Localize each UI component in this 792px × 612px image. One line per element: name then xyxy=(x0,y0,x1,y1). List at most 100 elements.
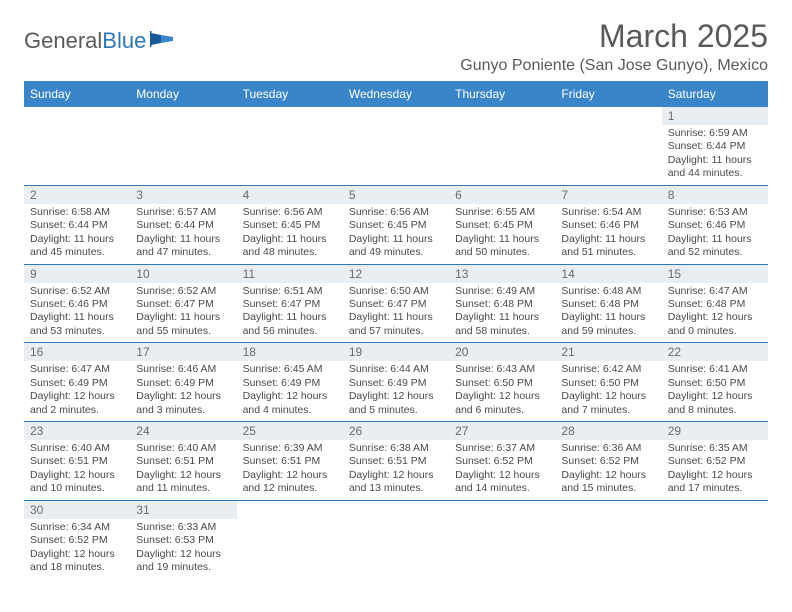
daylight-text: Daylight: 11 hours and 48 minutes. xyxy=(243,233,337,260)
calendar-cell xyxy=(24,107,130,185)
calendar-table: Sunday Monday Tuesday Wednesday Thursday… xyxy=(24,81,768,579)
calendar-cell xyxy=(343,500,449,578)
day-number: 2 xyxy=(24,186,130,204)
sunrise-text: Sunrise: 6:35 AM xyxy=(668,442,762,455)
sunset-text: Sunset: 6:50 PM xyxy=(455,377,549,390)
calendar-cell: 28Sunrise: 6:36 AMSunset: 6:52 PMDayligh… xyxy=(555,422,661,501)
calendar-cell: 23Sunrise: 6:40 AMSunset: 6:51 PMDayligh… xyxy=(24,422,130,501)
sunrise-text: Sunrise: 6:50 AM xyxy=(349,285,443,298)
sunrise-text: Sunrise: 6:34 AM xyxy=(30,521,124,534)
calendar-cell: 20Sunrise: 6:43 AMSunset: 6:50 PMDayligh… xyxy=(449,343,555,422)
sunrise-text: Sunrise: 6:51 AM xyxy=(243,285,337,298)
day-number: 22 xyxy=(662,343,768,361)
sunset-text: Sunset: 6:49 PM xyxy=(30,377,124,390)
day-info: Sunrise: 6:37 AMSunset: 6:52 PMDaylight:… xyxy=(455,442,549,496)
sunrise-text: Sunrise: 6:56 AM xyxy=(349,206,443,219)
sunrise-text: Sunrise: 6:48 AM xyxy=(561,285,655,298)
day-number: 18 xyxy=(237,343,343,361)
day-number: 5 xyxy=(343,186,449,204)
calendar-cell: 18 Sunrise: 6:45 AMSunset: 6:49 PMDayligh… xyxy=(237,343,343,422)
day-number: 29 xyxy=(662,422,768,440)
sunrise-text: Sunrise: 6:37 AM xyxy=(455,442,549,455)
sunset-text: Sunset: 6:53 PM xyxy=(136,534,230,547)
calendar-cell: 12Sunrise: 6:50 AMSunset: 6:47 PMDayligh… xyxy=(343,264,449,343)
sunset-text: Sunset: 6:45 PM xyxy=(243,219,337,232)
calendar-cell xyxy=(237,500,343,578)
calendar-cell: 3Sunrise: 6:57 AMSunset: 6:44 PMDaylight… xyxy=(130,185,236,264)
daylight-text: Daylight: 12 hours and 10 minutes. xyxy=(30,469,124,496)
day-number: 30 xyxy=(24,501,130,519)
day-number: 19 xyxy=(343,343,449,361)
sunset-text: Sunset: 6:45 PM xyxy=(349,219,443,232)
day-number: 12 xyxy=(343,265,449,283)
calendar-cell xyxy=(237,107,343,185)
day-info: Sunrise: 6:36 AMSunset: 6:52 PMDaylight:… xyxy=(561,442,655,496)
calendar-cell: 9Sunrise: 6:52 AMSunset: 6:46 PMDaylight… xyxy=(24,264,130,343)
daylight-text: Daylight: 11 hours and 57 minutes. xyxy=(349,311,443,338)
daylight-text: Daylight: 12 hours and 18 minutes. xyxy=(30,548,124,575)
location: Gunyo Poniente (San Jose Gunyo), Mexico xyxy=(460,57,768,75)
sunrise-text: Sunrise: 6:55 AM xyxy=(455,206,549,219)
day-number: 24 xyxy=(130,422,236,440)
weekday-row: Sunday Monday Tuesday Wednesday Thursday… xyxy=(24,81,768,107)
logo: GeneralBlue xyxy=(24,18,175,54)
sunrise-text: Sunrise: 6:54 AM xyxy=(561,206,655,219)
day-number: 14 xyxy=(555,265,661,283)
calendar-cell xyxy=(130,107,236,185)
day-info: Sunrise: 6:45 AMSunset: 6:49 PMDaylight:… xyxy=(243,363,337,417)
sunrise-text: Sunrise: 6:45 AM xyxy=(243,363,337,376)
day-number: 16 xyxy=(24,343,130,361)
sunset-text: Sunset: 6:52 PM xyxy=(30,534,124,547)
sunset-text: Sunset: 6:52 PM xyxy=(561,455,655,468)
day-number: 11 xyxy=(237,265,343,283)
day-info: Sunrise: 6:35 AMSunset: 6:52 PMDaylight:… xyxy=(668,442,762,496)
day-info: Sunrise: 6:51 AMSunset: 6:47 PMDaylight:… xyxy=(243,285,337,339)
day-info: Sunrise: 6:33 AMSunset: 6:53 PMDaylight:… xyxy=(136,521,230,575)
calendar-cell: 22 Sunrise: 6:41 AMSunset: 6:50 PMDayligh… xyxy=(662,343,768,422)
sunset-text: Sunset: 6:46 PM xyxy=(561,219,655,232)
sunrise-text: Sunrise: 6:53 AM xyxy=(668,206,762,219)
sunset-text: Sunset: 6:52 PM xyxy=(455,455,549,468)
sunset-text: Sunset: 6:49 PM xyxy=(349,377,443,390)
sunset-text: Sunset: 6:52 PM xyxy=(668,455,762,468)
calendar-row: 9Sunrise: 6:52 AMSunset: 6:46 PMDaylight… xyxy=(24,264,768,343)
daylight-text: Daylight: 11 hours and 45 minutes. xyxy=(30,233,124,260)
calendar-cell: 15Sunrise: 6:47 AMSunset: 6:48 PMDayligh… xyxy=(662,264,768,343)
calendar-cell: 4Sunrise: 6:56 AMSunset: 6:45 PMDaylight… xyxy=(237,185,343,264)
sunset-text: Sunset: 6:49 PM xyxy=(136,377,230,390)
day-info: Sunrise: 6:41 AMSunset: 6:50 PMDaylight:… xyxy=(668,363,762,417)
sunset-text: Sunset: 6:44 PM xyxy=(30,219,124,232)
daylight-text: Daylight: 12 hours and 17 minutes. xyxy=(668,469,762,496)
daylight-text: Daylight: 12 hours and 11 minutes. xyxy=(136,469,230,496)
sunrise-text: Sunrise: 6:38 AM xyxy=(349,442,443,455)
sunset-text: Sunset: 6:44 PM xyxy=(668,140,762,153)
calendar-cell: 29 Sunrise: 6:35 AMSunset: 6:52 PMDayligh… xyxy=(662,422,768,501)
sunrise-text: Sunrise: 6:56 AM xyxy=(243,206,337,219)
sunrise-text: Sunrise: 6:49 AM xyxy=(455,285,549,298)
day-number: 13 xyxy=(449,265,555,283)
sunset-text: Sunset: 6:50 PM xyxy=(561,377,655,390)
calendar-row: 16Sunrise: 6:47 AMSunset: 6:49 PMDayligh… xyxy=(24,343,768,422)
daylight-text: Daylight: 12 hours and 19 minutes. xyxy=(136,548,230,575)
day-number: 3 xyxy=(130,186,236,204)
calendar-row: 23Sunrise: 6:40 AMSunset: 6:51 PMDayligh… xyxy=(24,422,768,501)
daylight-text: Daylight: 11 hours and 44 minutes. xyxy=(668,154,762,181)
sunset-text: Sunset: 6:49 PM xyxy=(243,377,337,390)
day-info: Sunrise: 6:55 AMSunset: 6:45 PMDaylight:… xyxy=(455,206,549,260)
sunrise-text: Sunrise: 6:58 AM xyxy=(30,206,124,219)
day-info: Sunrise: 6:53 AMSunset: 6:46 PMDaylight:… xyxy=(668,206,762,260)
sunrise-text: Sunrise: 6:47 AM xyxy=(30,363,124,376)
daylight-text: Daylight: 12 hours and 8 minutes. xyxy=(668,390,762,417)
calendar-cell: 24Sunrise: 6:40 AMSunset: 6:51 PMDayligh… xyxy=(130,422,236,501)
calendar-cell xyxy=(555,500,661,578)
day-number: 21 xyxy=(555,343,661,361)
daylight-text: Daylight: 12 hours and 7 minutes. xyxy=(561,390,655,417)
sunset-text: Sunset: 6:46 PM xyxy=(30,298,124,311)
weekday-friday: Friday xyxy=(555,81,661,107)
day-info: Sunrise: 6:47 AMSunset: 6:49 PMDaylight:… xyxy=(30,363,124,417)
calendar-cell: 26Sunrise: 6:38 AMSunset: 6:51 PMDayligh… xyxy=(343,422,449,501)
flag-icon xyxy=(149,29,175,54)
sunrise-text: Sunrise: 6:57 AM xyxy=(136,206,230,219)
day-info: Sunrise: 6:42 AMSunset: 6:50 PMDaylight:… xyxy=(561,363,655,417)
daylight-text: Daylight: 11 hours and 52 minutes. xyxy=(668,233,762,260)
